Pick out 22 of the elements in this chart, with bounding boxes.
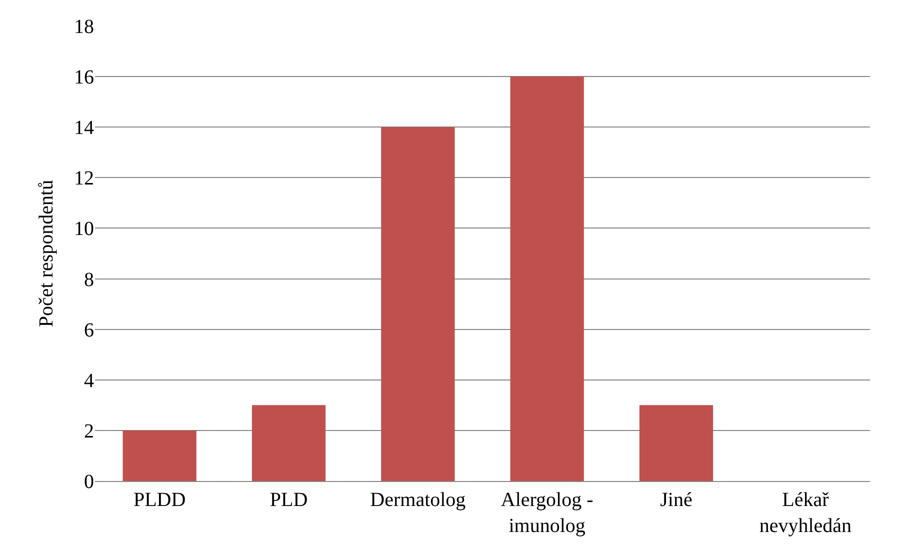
y-tick-label: 2: [84, 420, 94, 442]
bar: [252, 405, 326, 481]
bar: [122, 430, 196, 481]
x-tick-label: PLD: [270, 489, 308, 511]
y-tick-label: 10: [74, 218, 94, 240]
y-tick-label: 6: [84, 319, 94, 342]
y-axis-title: Počet respondentů: [36, 180, 58, 328]
bar: [510, 76, 584, 481]
y-tick-label: 18: [74, 16, 94, 38]
y-tick-label: 0: [84, 471, 94, 493]
y-tick-label: 12: [74, 168, 94, 190]
y-tick-label: 16: [74, 66, 94, 89]
y-tick-label: 14: [74, 117, 94, 140]
x-tick-label: Alergolog - imunolog: [500, 489, 594, 537]
x-tick-label: Jiné: [660, 489, 692, 511]
x-tick-label: PLDD: [133, 489, 186, 511]
y-tick-label: 4: [84, 370, 94, 392]
x-tick-label: Lékař nevyhledán: [759, 489, 852, 537]
bar: [381, 127, 455, 481]
x-tick-label: Dermatolog: [370, 489, 466, 511]
y-tick-label: 8: [84, 268, 94, 291]
bar: [639, 405, 714, 481]
